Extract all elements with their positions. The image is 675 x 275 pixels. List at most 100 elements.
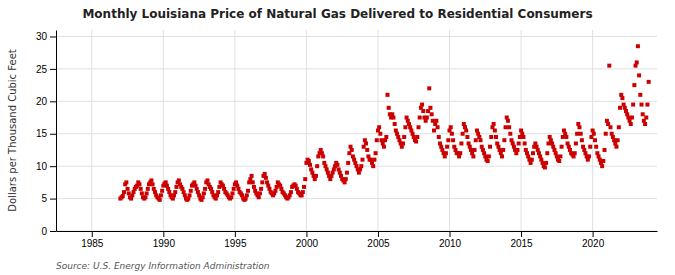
point [364, 141, 368, 145]
x-axis: 19851990199520002005201020152020 [57, 231, 658, 249]
x-axis-tick-label: 1995 [224, 238, 247, 249]
point [401, 141, 405, 145]
point [629, 122, 633, 126]
points [118, 44, 650, 202]
point [428, 106, 432, 110]
point [384, 135, 388, 139]
point [517, 141, 521, 145]
point [558, 154, 562, 158]
point [489, 135, 493, 139]
x-axis-tick: 2005 [367, 231, 390, 249]
y-axis: 051015202530 [36, 31, 57, 237]
point [414, 140, 418, 144]
point [121, 194, 125, 198]
point [640, 103, 644, 107]
point [437, 135, 441, 139]
point [641, 112, 645, 116]
point [174, 185, 178, 189]
point [145, 191, 149, 195]
point [445, 145, 449, 149]
x-axis-tick-mark [306, 231, 307, 237]
point [372, 158, 376, 162]
point [449, 125, 453, 129]
point [604, 132, 608, 136]
point [289, 190, 293, 194]
point [403, 125, 407, 129]
x-axis-tick: 2000 [296, 231, 319, 249]
point [252, 185, 256, 189]
chart-svg: 1985199019952000200520102015202005101520… [0, 0, 675, 275]
x-axis-tick-mark [450, 231, 451, 237]
y-axis-tick-label: 0 [41, 226, 47, 237]
point [594, 145, 598, 149]
point [315, 164, 319, 168]
point [465, 135, 469, 139]
point [579, 132, 583, 136]
point [335, 163, 339, 167]
y-axis-tick-label: 20 [36, 96, 48, 107]
grid-line-y [56, 231, 657, 232]
point [151, 182, 155, 186]
point [302, 185, 306, 189]
point [201, 195, 205, 199]
point [486, 159, 490, 163]
x-axis-tick-label: 2010 [439, 238, 462, 249]
point [427, 86, 431, 90]
point [507, 125, 511, 129]
point [557, 159, 561, 163]
point [635, 60, 639, 64]
point [230, 191, 234, 195]
y-axis-tick: 0 [41, 226, 56, 237]
point [592, 132, 596, 136]
point [488, 145, 492, 149]
y-axis-line [56, 31, 57, 232]
point [560, 145, 564, 149]
y-axis-tick-mark [50, 69, 56, 70]
point [149, 178, 153, 182]
point [229, 195, 233, 199]
point [544, 161, 548, 165]
point [188, 193, 192, 197]
y-axis-tick-mark [50, 101, 56, 102]
point [631, 103, 635, 107]
point [487, 154, 491, 158]
point [314, 174, 318, 178]
y-axis-tick-label: 15 [36, 128, 48, 139]
point [564, 135, 568, 139]
y-axis-tick-label: 5 [41, 193, 47, 204]
point [644, 116, 648, 120]
point [464, 129, 468, 133]
chart-container: 1985199019952000200520102015202005101520… [0, 0, 675, 275]
point [360, 158, 364, 162]
x-axis-tick: 2010 [439, 231, 462, 249]
point [260, 180, 264, 184]
point [632, 83, 636, 87]
x-axis-tick-mark [235, 231, 236, 237]
point [630, 116, 634, 120]
grid-line-x [163, 30, 164, 231]
point [636, 44, 640, 48]
point [616, 138, 620, 142]
point [493, 129, 497, 133]
point [203, 187, 207, 191]
point [387, 106, 391, 110]
point [474, 138, 478, 142]
point [418, 116, 422, 120]
point [417, 125, 421, 129]
y-axis-tick-label: 10 [36, 161, 48, 172]
y-axis-tick: 5 [41, 193, 56, 204]
point [645, 103, 649, 107]
point [420, 103, 424, 107]
point [377, 125, 381, 129]
point [140, 191, 144, 195]
point [432, 129, 436, 133]
point [127, 191, 131, 195]
point [530, 158, 534, 162]
point [346, 161, 350, 165]
point [471, 154, 475, 158]
point [500, 154, 504, 158]
x-axis-tick-mark [163, 231, 164, 237]
point [523, 141, 527, 145]
y-axis-tick-mark [50, 166, 56, 167]
x-axis-tick-mark [92, 231, 93, 237]
